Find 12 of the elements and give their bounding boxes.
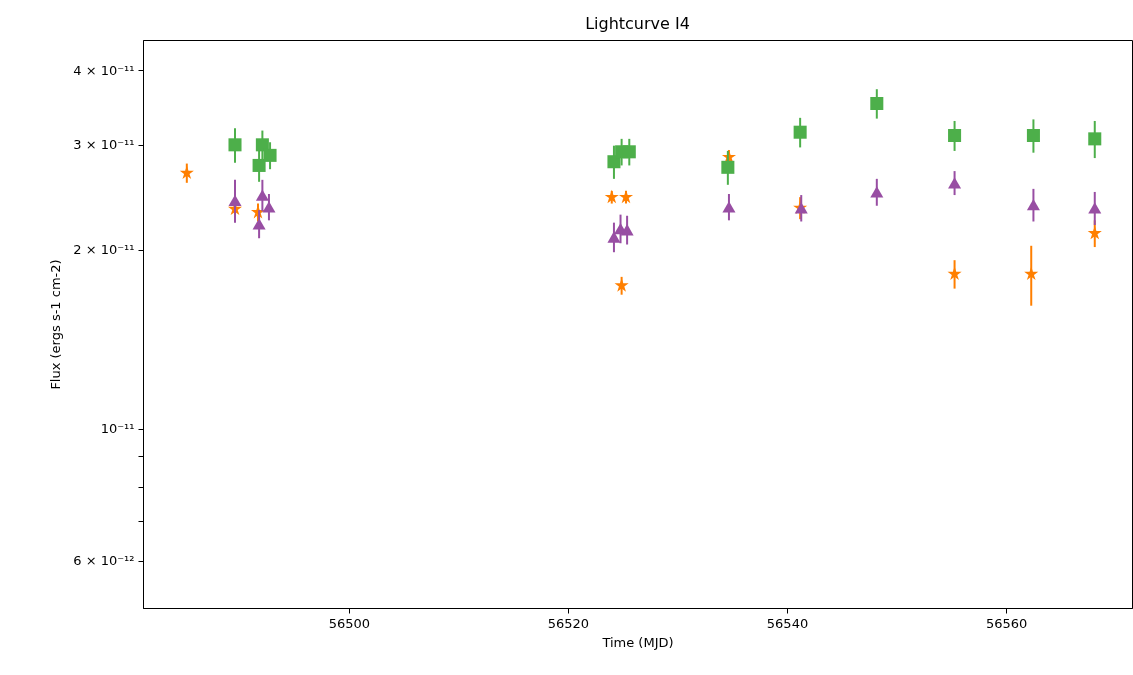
- y-tick-label: 4 × 10⁻¹¹: [73, 62, 135, 78]
- x-tick-label: 56520: [547, 615, 590, 631]
- y-tick-label: 3 × 10⁻¹¹: [73, 137, 135, 153]
- x-tick-label: 56500: [328, 615, 371, 631]
- y-tick-label: 2 × 10⁻¹¹: [73, 242, 135, 258]
- y-axis-title: Flux (ergs s-1 cm-2): [48, 259, 64, 390]
- x-tick-label: 56540: [766, 615, 809, 631]
- chart-title: Lightcurve I4: [585, 14, 690, 33]
- x-axis-title: Time (MJD): [601, 634, 674, 650]
- x-tick-label: 56560: [985, 615, 1028, 631]
- y-tick-label: 6 × 10⁻¹²: [73, 553, 135, 569]
- y-tick-label: 10⁻¹¹: [100, 421, 135, 437]
